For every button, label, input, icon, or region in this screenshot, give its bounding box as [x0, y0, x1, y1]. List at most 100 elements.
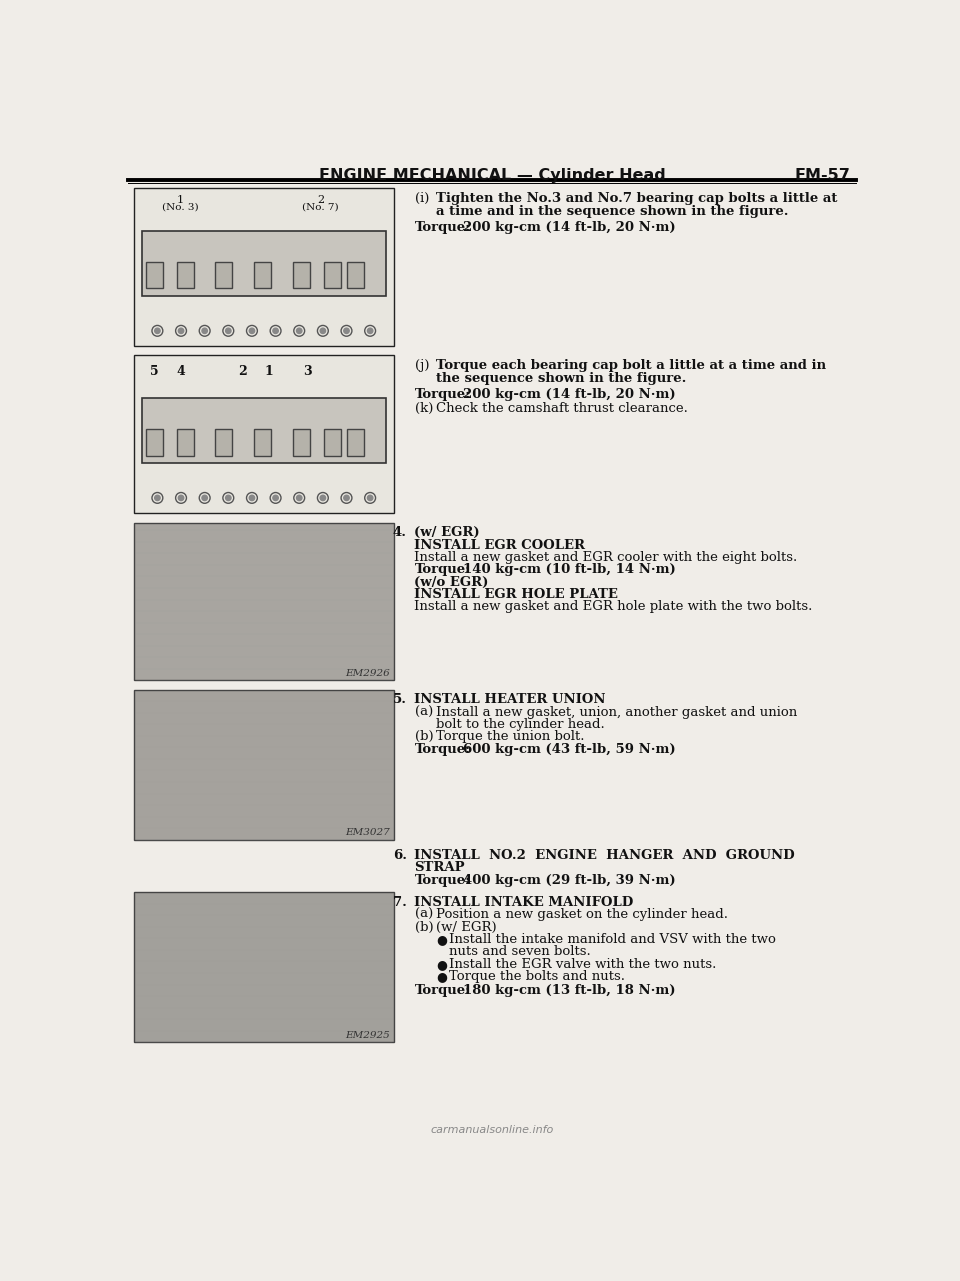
- Text: EM3027: EM3027: [345, 829, 390, 838]
- Text: 200 kg-cm (14 ft-lb, 20 N·m): 200 kg-cm (14 ft-lb, 20 N·m): [463, 220, 675, 233]
- Text: Install the intake manifold and VSV with the two: Install the intake manifold and VSV with…: [448, 933, 776, 945]
- Bar: [142, 231, 386, 296]
- Text: Torque:: Torque:: [415, 984, 470, 997]
- Bar: [324, 261, 341, 288]
- Text: (w/ EGR): (w/ EGR): [415, 526, 480, 539]
- Circle shape: [202, 328, 207, 333]
- Text: Torque:: Torque:: [415, 564, 470, 576]
- Bar: [254, 429, 271, 456]
- Text: Tighten the No.3 and No.7 bearing cap bolts a little at: Tighten the No.3 and No.7 bearing cap bo…: [436, 192, 837, 205]
- Text: 7.: 7.: [393, 895, 407, 910]
- Bar: [134, 892, 394, 1043]
- Text: Install the EGR valve with the two nuts.: Install the EGR valve with the two nuts.: [448, 958, 716, 971]
- Text: 200 kg-cm (14 ft-lb, 20 N·m): 200 kg-cm (14 ft-lb, 20 N·m): [463, 388, 675, 401]
- Circle shape: [179, 496, 183, 501]
- Text: Torque the union bolt.: Torque the union bolt.: [436, 730, 585, 743]
- Bar: [324, 429, 341, 456]
- Text: ENGINE MECHANICAL — Cylinder Head: ENGINE MECHANICAL — Cylinder Head: [319, 168, 665, 183]
- Text: EM2925: EM2925: [345, 1031, 390, 1040]
- Text: 2: 2: [317, 195, 324, 205]
- Circle shape: [297, 496, 302, 501]
- Circle shape: [273, 496, 278, 501]
- Text: Torque:: Torque:: [415, 743, 470, 756]
- Bar: [293, 429, 310, 456]
- Text: (b): (b): [415, 730, 433, 743]
- Text: 1: 1: [177, 195, 184, 205]
- Text: INSTALL EGR HOLE PLATE: INSTALL EGR HOLE PLATE: [415, 588, 618, 601]
- Text: (j): (j): [415, 359, 429, 373]
- Text: 4: 4: [177, 365, 185, 378]
- Circle shape: [155, 496, 160, 501]
- Text: a time and in the sequence shown in the figure.: a time and in the sequence shown in the …: [436, 205, 789, 218]
- Text: Torque:: Torque:: [415, 874, 470, 886]
- Text: 600 kg-cm (43 ft-lb, 59 N·m): 600 kg-cm (43 ft-lb, 59 N·m): [463, 743, 675, 756]
- Text: 400 kg-cm (29 ft-lb, 39 N·m): 400 kg-cm (29 ft-lb, 39 N·m): [463, 874, 675, 886]
- Text: 5: 5: [151, 365, 159, 378]
- Text: (a): (a): [415, 706, 433, 719]
- Text: (a): (a): [415, 908, 433, 921]
- Circle shape: [273, 328, 278, 333]
- Text: ●: ●: [436, 958, 447, 971]
- Text: ●: ●: [436, 933, 447, 945]
- Text: carmanualsonline.info: carmanualsonline.info: [430, 1126, 554, 1135]
- Text: bolt to the cylinder head.: bolt to the cylinder head.: [436, 719, 605, 731]
- Bar: [293, 261, 310, 288]
- Text: 1: 1: [265, 365, 274, 378]
- Text: 6.: 6.: [393, 849, 407, 862]
- Bar: [146, 261, 162, 288]
- Text: Torque:: Torque:: [415, 220, 470, 233]
- Circle shape: [226, 328, 231, 333]
- Text: Torque each bearing cap bolt a little at a time and in: Torque each bearing cap bolt a little at…: [436, 359, 827, 373]
- Bar: [146, 429, 162, 456]
- Text: (i): (i): [415, 192, 429, 205]
- Circle shape: [297, 328, 302, 333]
- Text: (w/ EGR): (w/ EGR): [436, 921, 497, 934]
- Text: 5.: 5.: [393, 693, 407, 707]
- Text: Torque the bolts and nuts.: Torque the bolts and nuts.: [448, 970, 625, 983]
- Bar: [177, 261, 194, 288]
- Text: EM-57: EM-57: [794, 168, 850, 183]
- Bar: [348, 429, 364, 456]
- Text: 3: 3: [303, 365, 312, 378]
- Circle shape: [226, 496, 231, 501]
- Text: INSTALL HEATER UNION: INSTALL HEATER UNION: [415, 693, 606, 707]
- Text: 180 kg-cm (13 ft-lb, 18 N·m): 180 kg-cm (13 ft-lb, 18 N·m): [463, 984, 675, 997]
- Bar: [134, 355, 394, 514]
- Circle shape: [344, 328, 349, 333]
- Text: the sequence shown in the figure.: the sequence shown in the figure.: [436, 371, 686, 384]
- Text: Install a new gasket, union, another gasket and union: Install a new gasket, union, another gas…: [436, 706, 798, 719]
- Text: EM2926: EM2926: [345, 669, 390, 678]
- Text: nuts and seven bolts.: nuts and seven bolts.: [448, 945, 590, 958]
- Text: Install a new gasket and EGR hole plate with the two bolts.: Install a new gasket and EGR hole plate …: [415, 601, 813, 614]
- Bar: [134, 188, 394, 346]
- Text: (No. 7): (No. 7): [302, 202, 339, 211]
- Circle shape: [155, 328, 160, 333]
- Text: 2: 2: [239, 365, 248, 378]
- Text: INSTALL  NO.2  ENGINE  HANGER  AND  GROUND: INSTALL NO.2 ENGINE HANGER AND GROUND: [415, 849, 795, 862]
- Bar: [142, 398, 386, 464]
- Bar: [134, 689, 394, 840]
- Text: Install a new gasket and EGR cooler with the eight bolts.: Install a new gasket and EGR cooler with…: [415, 551, 798, 564]
- Bar: [254, 261, 271, 288]
- Circle shape: [368, 328, 372, 333]
- Bar: [215, 429, 232, 456]
- Bar: [348, 261, 364, 288]
- Text: STRAP: STRAP: [415, 861, 466, 875]
- Bar: [177, 429, 194, 456]
- Text: INSTALL EGR COOLER: INSTALL EGR COOLER: [415, 539, 586, 552]
- Circle shape: [368, 496, 372, 501]
- Text: (b): (b): [415, 921, 433, 934]
- Bar: [134, 523, 394, 680]
- Circle shape: [179, 328, 183, 333]
- Text: Position a new gasket on the cylinder head.: Position a new gasket on the cylinder he…: [436, 908, 729, 921]
- Circle shape: [320, 328, 325, 333]
- Text: (w/o EGR): (w/o EGR): [415, 575, 489, 589]
- Text: INSTALL INTAKE MANIFOLD: INSTALL INTAKE MANIFOLD: [415, 895, 634, 910]
- Circle shape: [320, 496, 325, 501]
- Text: 140 kg-cm (10 ft-lb, 14 N·m): 140 kg-cm (10 ft-lb, 14 N·m): [463, 564, 675, 576]
- Text: Check the camshaft thrust clearance.: Check the camshaft thrust clearance.: [436, 402, 688, 415]
- Text: (k): (k): [415, 402, 433, 415]
- Text: ●: ●: [436, 970, 447, 983]
- Text: Torque:: Torque:: [415, 388, 470, 401]
- Circle shape: [344, 496, 349, 501]
